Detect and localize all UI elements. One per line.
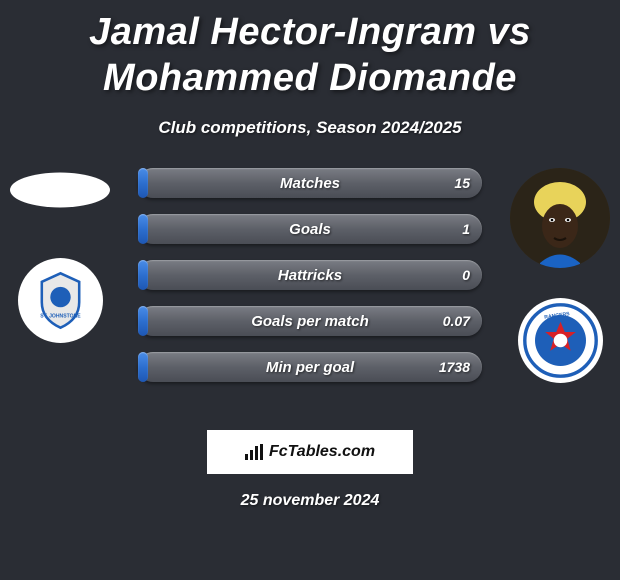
shield-icon: ST. JOHNSTONE [18,258,103,343]
player-left-avatar [10,173,110,208]
attribution-badge: FcTables.com [207,430,413,474]
person-icon [510,168,610,268]
bars-icon [245,444,263,460]
svg-text:ST. JOHNSTONE: ST. JOHNSTONE [40,314,81,320]
stat-value-right: 0.07 [443,313,470,329]
stat-label: Min per goal [266,359,354,376]
stat-label: Matches [280,175,340,192]
stat-value-right: 15 [454,175,470,191]
stat-label: Goals [289,221,331,238]
stat-fill [138,168,148,198]
subtitle: Club competitions, Season 2024/2025 [0,118,620,138]
page-title: Jamal Hector-Ingram vs Mohammed Diomande [0,0,620,106]
stat-label: Hattricks [278,267,342,284]
stat-value-right: 1 [462,221,470,237]
attribution-text: FcTables.com [269,443,375,461]
stat-row: Hattricks 0 [138,260,482,290]
stat-value-right: 0 [462,267,470,283]
club-left-badge: ST. JOHNSTONE [18,258,103,343]
date-text: 25 november 2024 [0,492,620,510]
stat-row: Min per goal 1738 [138,352,482,382]
club-crest-icon: RANGERS [518,298,603,383]
stat-label: Goals per match [251,313,369,330]
player-right-avatar [510,168,610,268]
left-column: ST. JOHNSTONE [0,168,120,343]
club-right-badge: RANGERS [518,298,603,383]
stat-fill [138,260,148,290]
stat-row: Matches 15 [138,168,482,198]
stat-fill [138,306,148,336]
stat-fill [138,214,148,244]
stat-value-right: 1738 [439,359,470,375]
right-column: RANGERS [500,168,620,383]
stats-list: Matches 15 Goals 1 Hattricks 0 Goals per match… [138,168,482,382]
stat-row: Goals 1 [138,214,482,244]
comparison-panel: ST. JOHNSTONE Matches 15 Goals 1 Hattricks 0 G… [0,168,620,408]
stat-fill [138,352,148,382]
stat-row: Goals per match 0.07 [138,306,482,336]
